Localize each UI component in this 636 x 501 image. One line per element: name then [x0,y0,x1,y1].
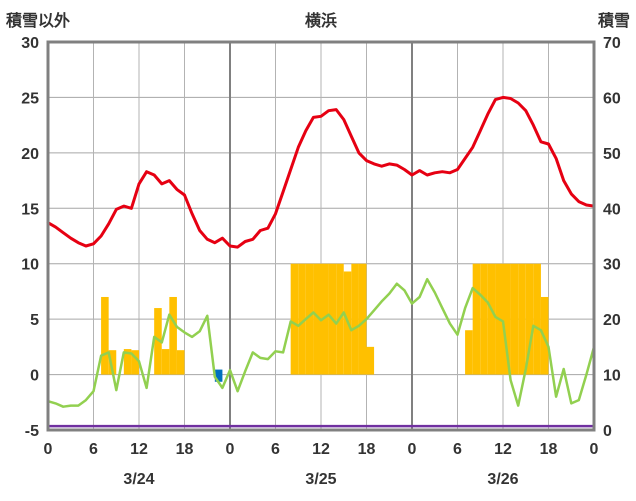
orange-bar [298,263,306,375]
right-tick-label: 10 [603,368,621,385]
hour-tick-label: 0 [226,441,235,458]
right-tick-label: 30 [603,257,621,274]
hour-tick-label: 12 [494,441,512,458]
orange-bar [465,330,473,375]
orange-bar [108,350,117,375]
left-tick-label: 15 [21,201,39,218]
hour-tick-label: 0 [44,441,53,458]
right-tick-label: 0 [603,423,612,440]
right-tick-label: 40 [603,201,621,218]
left-tick-label: 0 [30,368,39,385]
hour-tick-label: 0 [408,441,417,458]
left-tick-label: 30 [21,35,39,52]
orange-bar [518,263,526,375]
chart-title: 横浜 [304,13,337,30]
orange-bar [290,263,299,375]
orange-bar [313,263,321,375]
orange-bar [358,263,367,375]
orange-bar [176,350,185,375]
hour-tick-label: 6 [89,441,98,458]
left-tick-label: 10 [21,257,39,274]
hour-tick-label: 12 [312,441,330,458]
left-axis-title: 積雪以外 [6,13,71,30]
left-tick-label: -5 [25,423,39,440]
orange-bar [131,350,139,375]
right-tick-label: 50 [603,146,621,163]
date-label: 3/26 [487,471,518,488]
orange-bar [351,263,359,375]
green-line [46,277,596,408]
orange-bar [154,308,162,375]
orange-bar [480,263,488,375]
orange-bar [169,296,177,375]
right-tick-label: 20 [603,312,621,329]
orange-bar [161,349,170,375]
right-tick-label: 70 [603,35,621,52]
orange-bar [510,263,519,375]
date-label: 3/24 [123,471,154,488]
left-tick-label: 25 [21,90,39,107]
blue-bar [214,369,223,382]
plot-border [46,40,596,432]
hour-tick-label: 18 [540,441,558,458]
orange-bar [472,263,481,375]
orange-bar [101,296,109,375]
orange-bar [503,263,511,375]
orange-bar [305,263,314,375]
orange-bar [487,263,496,375]
left-tick-label: 5 [30,312,39,329]
orange-bar [533,263,541,375]
hour-tick-label: 0 [590,441,599,458]
orange-bar [321,263,329,375]
orange-bar [123,349,132,375]
hour-tick-label: 18 [176,441,194,458]
red-line [46,95,596,249]
hour-tick-label: 12 [130,441,148,458]
right-axis-title: 積雪 [597,13,630,30]
hour-tick-label: 6 [271,441,280,458]
left-tick-label: 20 [21,146,39,163]
orange-bar [525,263,534,375]
hour-tick-label: 6 [453,441,462,458]
date-label: 3/25 [305,471,336,488]
hour-tick-label: 18 [358,441,376,458]
orange-bar [366,346,375,375]
right-tick-label: 60 [603,90,621,107]
